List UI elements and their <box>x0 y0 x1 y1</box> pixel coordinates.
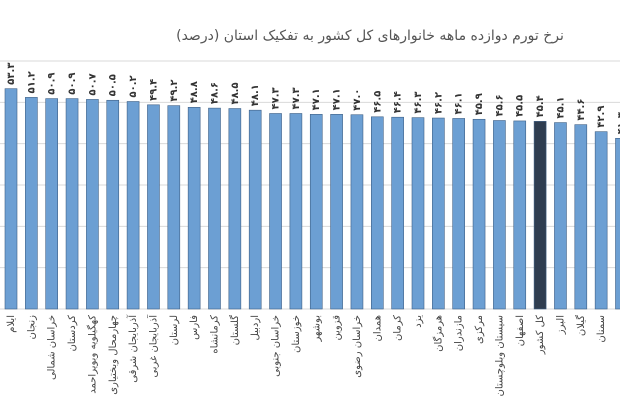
value-label: ۴۷.۱ <box>332 88 343 110</box>
value-label: ۴۹.۴ <box>148 79 159 101</box>
x-tick-label: ایلام <box>6 315 17 333</box>
x-tick-label: سمنان <box>596 315 607 343</box>
x-tick-label: قزوین <box>332 315 343 341</box>
value-label: ۵۰.۹ <box>47 73 58 95</box>
x-tick-label: اصفهان <box>515 315 526 346</box>
value-label: ۴۶.۴ <box>393 91 404 113</box>
value-label: ۴۷.۳ <box>291 87 302 109</box>
bar <box>574 124 588 310</box>
bar <box>228 108 242 310</box>
value-label: ۴۸.۱ <box>250 84 261 106</box>
bar <box>25 97 38 310</box>
x-tick-label: کرمانشاه <box>210 315 221 354</box>
x-tick-label: سیستان وبلوچستان <box>494 315 505 397</box>
bar <box>513 120 527 310</box>
bar <box>615 137 620 310</box>
value-label: ۴۶.۵ <box>372 91 383 113</box>
x-tick-label: گیلان <box>575 315 587 336</box>
x-tick-label: آذربایجان غربی <box>146 314 159 378</box>
bar <box>4 88 18 310</box>
bar <box>86 99 99 310</box>
bar <box>391 116 404 310</box>
bar <box>554 122 567 310</box>
bar <box>187 106 201 310</box>
bar <box>350 114 364 310</box>
value-label: ۵۰.۵ <box>108 74 119 96</box>
bar <box>147 104 160 310</box>
bar <box>269 113 282 310</box>
value-label: ۴۵.۶ <box>494 94 505 116</box>
x-tick-label: خراسان جنوبی <box>271 315 282 377</box>
x-tick-label: یزد <box>413 315 424 328</box>
value-label: ۴۵.۹ <box>474 93 485 115</box>
bar <box>65 98 79 310</box>
x-tick-label: کرمان <box>393 315 404 341</box>
x-tick-label: کهگیلویه وبویراحمد <box>86 315 98 394</box>
value-label: ۵۰.۹ <box>67 73 78 95</box>
x-tick-label: زنجان <box>26 315 37 340</box>
x-tick-label: آذربایجان شرقی <box>126 314 139 383</box>
x-tick-label: بوشهر <box>311 315 322 342</box>
value-label: ۴۱.۳ <box>617 112 620 134</box>
bar <box>370 116 384 310</box>
value-label: ۴۶.۱ <box>454 92 465 114</box>
x-tick-label: گلستان <box>229 315 241 346</box>
bar <box>493 120 506 310</box>
x-tick-label: لرستان <box>169 315 180 345</box>
x-tick-label: فارس <box>189 315 200 340</box>
value-label: ۴۶.۳ <box>413 92 424 114</box>
value-label: ۴۴.۶ <box>576 99 587 121</box>
x-tick-label: همدان <box>372 315 383 341</box>
value-label: ۴۷.۱ <box>311 88 322 110</box>
bar <box>208 107 221 310</box>
value-label: ۴۵.۱ <box>555 96 566 118</box>
value-label: ۴۵.۵ <box>515 95 526 117</box>
bar <box>106 99 120 310</box>
chart-title: نرخ تورم دوازده ماهه خانوارهای کل کشور ب… <box>176 28 564 44</box>
x-tick-label: مازندران <box>454 315 465 351</box>
bar <box>330 114 343 310</box>
x-tick-label: هرمزگان <box>432 315 444 352</box>
bar <box>411 117 425 310</box>
bar <box>452 118 466 310</box>
value-label: ۴۷.۰ <box>352 89 363 111</box>
value-label: ۵۱.۲ <box>26 71 37 93</box>
bar <box>289 113 303 310</box>
bar <box>309 114 323 310</box>
bar <box>432 117 445 310</box>
value-label: ۴۸.۶ <box>210 82 221 104</box>
x-tick-label: کردستان <box>67 315 78 352</box>
bar <box>533 121 547 310</box>
value-label: ۴۸.۵ <box>230 82 241 104</box>
bar <box>45 98 59 310</box>
value-label: ۴۲.۹ <box>596 106 607 128</box>
bar <box>594 131 608 310</box>
bar <box>472 118 486 310</box>
value-label: ۵۳.۳ <box>6 63 17 85</box>
value-label: ۴۹.۲ <box>169 80 180 102</box>
x-tick-label: چهارمحال وبختیاری <box>108 315 119 395</box>
x-tick-label: کل کشور <box>535 315 546 355</box>
bar <box>167 105 181 310</box>
x-tick-label: خراسان شمالی <box>47 315 58 380</box>
x-tick-label: اردبیل <box>250 315 261 340</box>
value-label: ۵۰.۲ <box>128 75 139 97</box>
x-tick-label: البرز <box>555 315 566 335</box>
value-label: ۴۷.۳ <box>271 87 282 109</box>
x-tick-label: خراسان رضوی <box>352 315 363 378</box>
value-label: ۴۵.۴ <box>535 95 546 117</box>
bar <box>126 101 140 310</box>
value-label: ۴۶.۲ <box>433 92 444 114</box>
value-label: ۵۰.۷ <box>87 73 98 95</box>
x-tick-label: مرکزی <box>474 315 485 344</box>
x-tick-label: خوزستان <box>291 315 302 353</box>
value-label: ۴۸.۸ <box>189 81 200 103</box>
bar <box>248 109 262 310</box>
